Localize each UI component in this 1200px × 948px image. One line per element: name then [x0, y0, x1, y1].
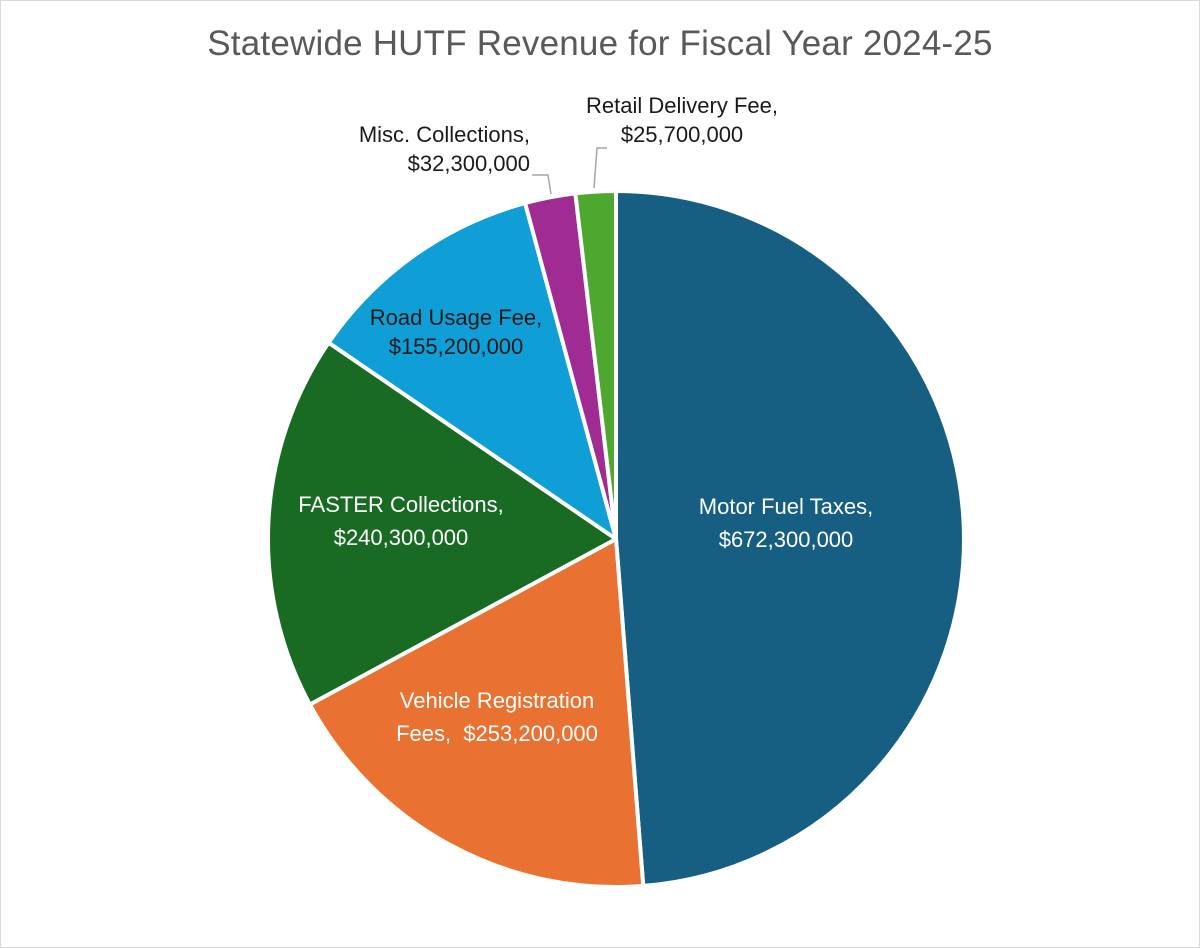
pie-slices	[266, 188, 966, 889]
leader-line-misc-collections	[532, 174, 552, 195]
pie-slice-vehicle-registration-fees	[307, 537, 646, 889]
pie-slice-road-usage-fee	[326, 201, 618, 541]
data-label-motor-fuel-taxes: Motor Fuel Taxes, $672,300,000	[699, 494, 873, 552]
pie-slice-retail-delivery-fee	[573, 188, 618, 541]
data-label-name: Vehicle Registration	[400, 688, 594, 713]
pie-slice-motor-fuel-taxes	[614, 189, 966, 888]
data-label-value: $672,300,000	[719, 527, 854, 552]
leader-lines	[532, 147, 607, 195]
data-label-value: $240,300,000	[334, 525, 469, 550]
leader-line-retail-delivery-fee	[593, 147, 607, 189]
data-label-name: Misc. Collections,	[359, 122, 530, 147]
data-label-value: $32,300,000	[408, 151, 530, 176]
data-label-name: Motor Fuel Taxes,	[699, 494, 873, 519]
data-label-value: $155,200,000	[389, 334, 524, 359]
pie-slice-faster-collections	[266, 340, 618, 707]
data-label-value: Fees, $253,200,000	[396, 721, 598, 746]
data-label-name: Road Usage Fee,	[370, 305, 542, 330]
data-label-misc-collections: Misc. Collections, $32,300,000	[359, 122, 530, 176]
chart-title: Statewide HUTF Revenue for Fiscal Year 2…	[207, 24, 993, 63]
data-label-retail-delivery-fee: Retail Delivery Fee, $25,700,000	[586, 93, 778, 147]
data-labels: Motor Fuel Taxes, $672,300,000 Vehicle Reg…	[298, 93, 873, 746]
data-label-value: $25,700,000	[621, 122, 743, 147]
data-label-name: Retail Delivery Fee,	[586, 93, 778, 118]
data-label-faster-collections: FASTER Collections, $240,300,000	[298, 492, 503, 550]
data-label-vehicle-registration-fees: Vehicle Registration Fees, $253,200,000	[396, 688, 598, 746]
data-label-name: FASTER Collections,	[298, 492, 503, 517]
data-label-road-usage-fee: Road Usage Fee, $155,200,000	[370, 305, 542, 359]
